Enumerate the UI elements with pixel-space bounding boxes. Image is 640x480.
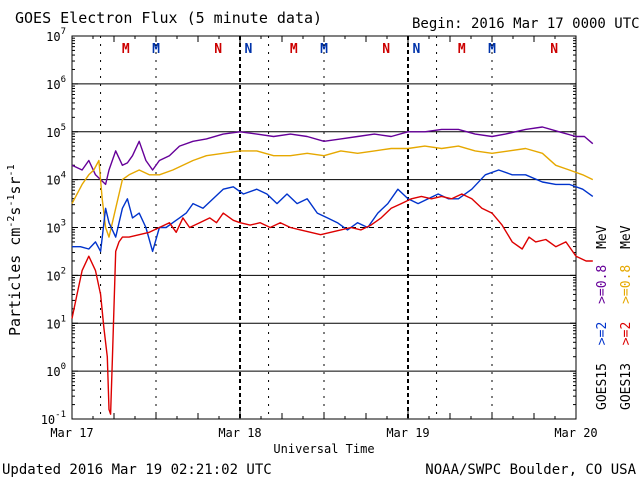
noon-marker-label: N	[244, 42, 252, 57]
chart-title: GOES Electron Flux (5 minute data)	[15, 9, 322, 27]
day-marker-layer	[100, 36, 493, 419]
x-tick-label: Mar 18	[218, 426, 261, 440]
legend-item-goes13-08mev: >=0.8	[619, 265, 634, 304]
begin-time-label: Begin: 2016 Mar 17 0000 UTC	[412, 16, 640, 32]
midnight-marker-label: M	[488, 42, 496, 57]
legend-unit-goes13: MeV	[619, 225, 634, 249]
noon-marker-label: N	[412, 42, 420, 57]
grid-layer	[71, 35, 577, 420]
noon-marker-label: N	[382, 42, 390, 57]
y-tick-label: 106	[46, 75, 66, 92]
y-tick-label: 101	[46, 314, 66, 331]
x-axis-label: Universal Time	[273, 442, 374, 456]
midnight-marker-label: M	[290, 42, 298, 57]
legend-prefix-goes13: GOES13	[619, 363, 634, 410]
y-tick-label: 103	[46, 219, 66, 236]
legend-unit-goes15: MeV	[595, 225, 610, 249]
y-tick-label: 104	[46, 171, 66, 188]
y-tick-label: 105	[46, 123, 66, 140]
series-line-1	[71, 145, 594, 238]
updated-timestamp: Updated 2016 Mar 19 02:21:02 UTC	[2, 462, 272, 478]
legend-prefix-goes15: GOES15	[595, 363, 610, 410]
series-line-0	[71, 126, 594, 186]
x-tick-label: Mar 17	[50, 426, 93, 440]
noon-marker-label: N	[214, 42, 222, 57]
legend-item-goes13-2mev: >=2	[619, 322, 634, 345]
x-tick-label: Mar 19	[386, 426, 429, 440]
series-line-3	[71, 193, 593, 415]
series-line-2	[72, 169, 594, 253]
series-layer	[71, 126, 594, 415]
midnight-marker-label: M	[122, 42, 130, 57]
midnight-marker-label: M	[320, 42, 328, 57]
source-credit: NOAA/SWPC Boulder, CO USA	[425, 462, 636, 478]
midnight-marker-label: M	[458, 42, 466, 57]
legend-goes13: GOES13 >=2 >=0.8 MeV	[619, 225, 634, 410]
y-tick-label: 107	[46, 27, 66, 44]
legend-item-goes15-08mev: >=0.8	[595, 265, 610, 304]
x-tick-label: Mar 20	[554, 426, 597, 440]
midnight-marker-label: M	[152, 42, 160, 57]
y-tick-label: 10-1	[41, 410, 66, 427]
legend-goes15: GOES15 >=2 >=0.8 MeV	[595, 225, 610, 410]
legend-item-goes15-2mev: >=2	[595, 322, 610, 345]
y-tick-label: 102	[46, 266, 66, 283]
noon-marker-label: N	[550, 42, 558, 57]
y-axis-label: Particles cm-2s-1sr-1	[6, 164, 24, 336]
y-tick-label: 100	[46, 362, 66, 379]
y-tick-label-layer: 10-1 100 101 102 103 104 105 106 107	[41, 27, 66, 427]
